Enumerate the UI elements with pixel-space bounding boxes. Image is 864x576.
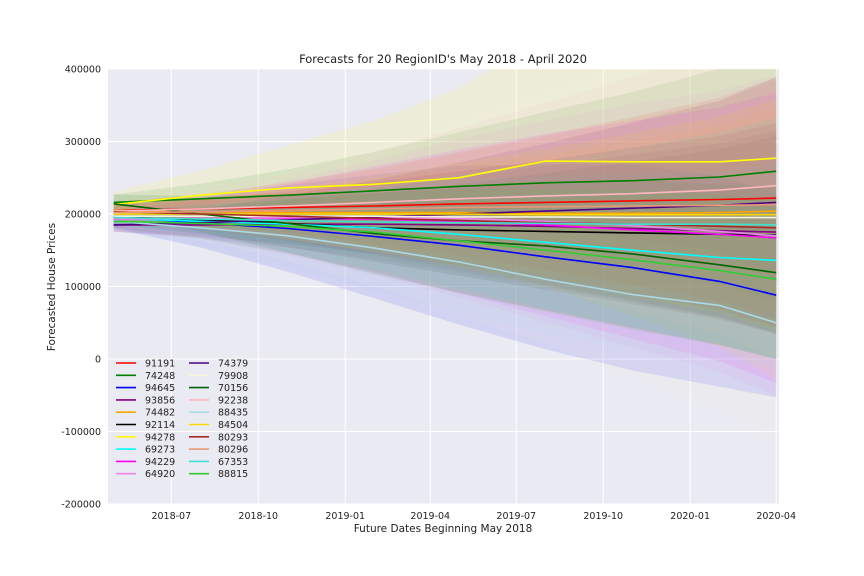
series-line-88815	[113, 220, 777, 281]
y-tick-label: -100000	[61, 427, 101, 438]
series-line-80296	[113, 203, 777, 214]
legend-label: 80296	[218, 445, 248, 456]
legend-label: 70156	[218, 383, 248, 394]
confidence-band-64920	[113, 75, 777, 396]
series-lines	[113, 157, 777, 324]
confidence-band-74248	[113, 69, 777, 303]
confidence-band-80293	[113, 122, 777, 333]
x-tick-label: 2019-10	[583, 511, 623, 522]
legend-item-70156: 70156	[189, 383, 248, 394]
series-line-88435	[113, 220, 777, 324]
legend-label: 92114	[145, 420, 175, 431]
legend-item-84504: 84504	[189, 420, 248, 431]
series-line-64920	[113, 216, 777, 237]
legend-label: 91191	[145, 359, 175, 370]
y-axis-ticks: -200000 -100000 0 100000 200000 300000 400000	[61, 65, 101, 511]
legend-item-94645: 94645	[116, 383, 175, 394]
legend-item-88435: 88435	[189, 408, 248, 419]
legend-item-74379: 74379	[189, 359, 248, 370]
x-tick-label: 2020-01	[670, 511, 710, 522]
legend-label: 74248	[145, 371, 175, 382]
legend-label: 93856	[145, 395, 175, 406]
x-tick-label: 2019-07	[496, 511, 536, 522]
x-tick-label: 2020-04	[756, 511, 796, 522]
legend-label: 88435	[218, 408, 248, 419]
legend-item-88815: 88815	[189, 469, 248, 480]
chart-title: Forecasts for 20 RegionID's May 2018 - A…	[299, 52, 587, 66]
y-tick-label: 0	[95, 355, 101, 366]
legend-label: 88815	[218, 469, 248, 480]
y-tick-label: -200000	[61, 500, 101, 511]
legend-label: 67353	[218, 457, 248, 468]
x-tick-label: 2019-04	[410, 511, 450, 522]
y-tick-label: 300000	[65, 137, 101, 148]
legend-item-74482: 74482	[116, 408, 175, 419]
y-tick-label: 200000	[65, 210, 101, 221]
legend-item-92114: 92114	[116, 420, 175, 431]
series-line-74248	[113, 170, 777, 204]
legend-label: 94278	[145, 432, 175, 443]
confidence-band-92114	[113, 135, 777, 335]
y-tick-label: 400000	[65, 65, 101, 76]
legend-item-93856: 93856	[116, 395, 175, 406]
x-tick-label: 2019-01	[325, 511, 365, 522]
confidence-band-74482	[113, 107, 777, 315]
legend-label: 69273	[145, 445, 175, 456]
series-line-80293	[113, 211, 777, 229]
legend-item-91191: 91191	[116, 359, 175, 370]
legend-item-80293: 80293	[189, 432, 248, 443]
legend-item-64920: 64920	[116, 469, 175, 480]
legend-label: 94645	[145, 383, 175, 394]
legend-item-67353: 67353	[189, 457, 248, 468]
legend-item-74248: 74248	[116, 371, 175, 382]
legend-label: 74482	[145, 408, 175, 419]
x-axis-label: Future Dates Beginning May 2018	[354, 523, 533, 535]
x-tick-label: 2018-10	[238, 511, 278, 522]
confidence-band-79908	[113, 69, 777, 444]
confidence-band-94229	[113, 92, 777, 384]
legend-label: 92238	[218, 395, 248, 406]
y-tick-label: 100000	[65, 282, 101, 293]
legend-item-94278: 94278	[116, 432, 175, 443]
confidence-band-88435	[113, 204, 777, 367]
legend-label: 79908	[218, 371, 248, 382]
legend-item-79908: 79908	[189, 371, 248, 382]
legend-label: 80293	[218, 432, 248, 443]
legend-item-94229: 94229	[116, 457, 175, 468]
series-line-94278	[113, 157, 777, 206]
legend-item-80296: 80296	[189, 445, 248, 456]
legend-item-69273: 69273	[116, 445, 175, 456]
series-line-79908	[113, 215, 777, 219]
legend-label: 84504	[218, 420, 248, 431]
legend-label: 64920	[145, 469, 175, 480]
legend-label: 74379	[218, 359, 248, 370]
series-line-67353	[113, 216, 777, 226]
series-line-92238	[113, 184, 777, 212]
x-axis-ticks: 2018-07 2018-10 2019-01 2019-04 2019-07 2019-…	[151, 511, 796, 522]
legend-item-92238: 92238	[189, 395, 248, 406]
y-axis-label: Forecasted House Prices	[46, 223, 58, 351]
x-tick-label: 2018-07	[151, 511, 191, 522]
legend-label: 94229	[145, 457, 175, 468]
confidence-band-88815	[113, 188, 777, 359]
confidence-band-91191	[113, 77, 777, 319]
